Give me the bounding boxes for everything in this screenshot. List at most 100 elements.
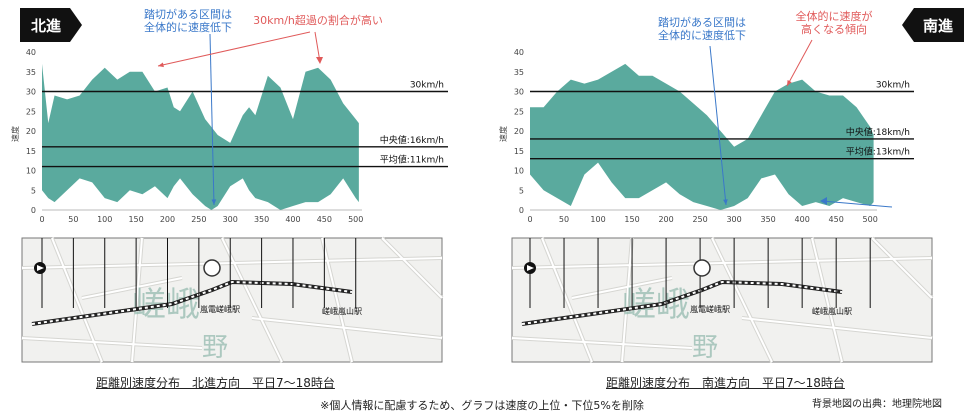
annotation-text: 高くなる傾向 <box>801 22 867 36</box>
map-road-center <box>21 337 203 349</box>
annotation-text: 全体的に速度が <box>796 9 873 23</box>
caption-northbound: 距離別速度分布 北進方向 平日7～18時台 <box>96 376 335 390</box>
map-road-center <box>571 277 673 299</box>
y-tick-label: 25 <box>26 107 36 116</box>
x-tick-label: 0 <box>527 215 532 224</box>
map-road-center <box>21 257 443 269</box>
map-road-center <box>741 317 933 339</box>
x-tick-label: 100 <box>97 215 112 224</box>
x-tick-label: 450 <box>829 215 844 224</box>
railway-line-dash <box>521 280 843 325</box>
direction-arrow-badge <box>20 8 82 42</box>
reference-line-label: 平均値:13km/h <box>846 146 910 158</box>
x-tick-label: 300 <box>726 215 741 224</box>
annotation-arrow <box>209 33 215 206</box>
annotation-arrow <box>157 31 311 67</box>
annotation-arrowhead <box>723 199 728 205</box>
x-tick-label: 400 <box>285 215 300 224</box>
y-tick-label: 5 <box>519 186 524 195</box>
y-tick-label: 35 <box>26 68 36 77</box>
map-road-center <box>811 237 843 363</box>
annotation-text: 全体的に速度低下 <box>144 20 232 34</box>
y-tick-label: 5 <box>31 186 36 195</box>
annotation-text: 全体的に速度低下 <box>658 28 746 42</box>
x-tick-label: 50 <box>68 215 78 224</box>
map-road-center <box>511 337 693 349</box>
direction-label: 南進 <box>923 17 954 35</box>
map-road-center <box>251 317 443 339</box>
map-road-center <box>381 237 443 299</box>
map-road-center <box>871 237 933 299</box>
x-tick-label: 250 <box>191 215 206 224</box>
reference-line-label: 中央値:18km/h <box>846 126 910 138</box>
panel-southbound: 南進 速度 0 5 10 15 20 25 30 35 40 0 50 100 150 200 250 300 35… <box>482 0 964 414</box>
y-tick-label: 25 <box>514 107 524 116</box>
y-tick-label: 30 <box>26 88 36 97</box>
post-office-icon <box>693 259 711 277</box>
map-place-name-2: 野 <box>692 333 718 363</box>
annotation-text: 30km/h超過の割合が高い <box>253 13 383 27</box>
station-label-b: 嵯峨嵐山駅 <box>322 306 362 316</box>
y-tick-label: 15 <box>514 147 524 156</box>
direction-arrow-badge <box>902 8 964 42</box>
x-tick-label: 50 <box>559 215 569 224</box>
station-label-b: 嵯峨嵐山駅 <box>812 306 852 316</box>
y-tick-label: 35 <box>514 68 524 77</box>
direction-label: 北進 <box>31 17 62 35</box>
y-tick-label: 40 <box>514 48 524 57</box>
x-tick-label: 350 <box>760 215 775 224</box>
speed-distribution-band <box>530 63 874 210</box>
map-road-center <box>81 277 183 299</box>
speed-distribution-band <box>42 63 359 210</box>
y-tick-label: 10 <box>514 167 524 176</box>
map-credit: 背景地図の出典：地理院地図 <box>812 399 942 410</box>
map-place-name-2: 野 <box>202 333 228 363</box>
y-tick-label: 0 <box>31 206 36 215</box>
x-tick-label: 0 <box>39 215 44 224</box>
annotation-arrow <box>786 39 813 87</box>
map-road-center <box>511 257 933 269</box>
y-tick-label: 30 <box>514 88 524 97</box>
annotation-arrowhead <box>211 199 217 205</box>
x-tick-label: 300 <box>223 215 238 224</box>
station-label-a: 嵐電嵯峨駅 <box>690 304 730 314</box>
y-axis-label: 速度 <box>498 126 508 142</box>
annotation-arrowhead <box>787 80 792 86</box>
x-tick-label: 200 <box>160 215 175 224</box>
map-road-center <box>321 237 353 363</box>
post-office-icon <box>203 259 221 277</box>
y-tick-label: 20 <box>26 127 36 136</box>
annotation-arrow <box>821 200 893 208</box>
x-tick-label: 150 <box>624 215 639 224</box>
panel-northbound: 北進速度 0 5 10 15 20 25 30 35 40 0 50 100 150 200 250 300 35… <box>10 7 448 390</box>
annotation-arrowhead <box>316 57 323 64</box>
railway-line-dash <box>31 280 353 325</box>
y-tick-label: 0 <box>519 206 524 215</box>
y-axis-label: 速度 <box>10 126 20 142</box>
reference-line-label: 平均値:11km/h <box>380 154 444 166</box>
reference-line-label: 30km/h <box>410 81 444 91</box>
reference-line-label: 30km/h <box>876 81 910 91</box>
y-tick-label: 20 <box>514 127 524 136</box>
annotation-text: 踏切がある区間は <box>144 7 232 21</box>
x-tick-label: 400 <box>795 215 810 224</box>
x-tick-label: 350 <box>254 215 269 224</box>
y-tick-label: 15 <box>26 147 36 156</box>
x-tick-label: 450 <box>317 215 332 224</box>
map-road-center <box>221 237 283 363</box>
annotation-arrow <box>709 45 727 206</box>
y-tick-label: 10 <box>26 167 36 176</box>
x-tick-label: 100 <box>590 215 605 224</box>
map-road-center <box>131 237 143 363</box>
station-label-a: 嵐電嵯峨駅 <box>200 304 240 314</box>
x-tick-label: 500 <box>863 215 878 224</box>
map-road-center <box>711 237 773 363</box>
x-tick-label: 250 <box>692 215 707 224</box>
annotation-arrowhead <box>158 62 164 68</box>
x-tick-label: 150 <box>128 215 143 224</box>
start-marker-arrow-icon <box>37 265 44 271</box>
